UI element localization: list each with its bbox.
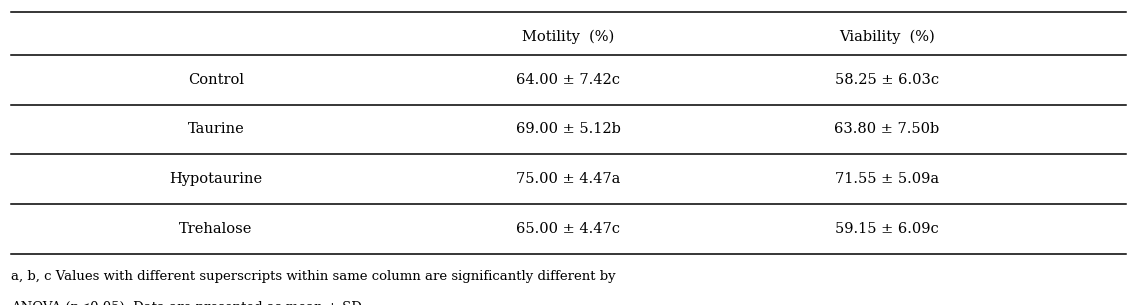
Text: 65.00 ± 4.47c: 65.00 ± 4.47c [516, 222, 621, 236]
Text: 63.80 ± 7.50b: 63.80 ± 7.50b [835, 123, 939, 136]
Text: ANOVA (p<0.05). Data are presented as mean ± SD.: ANOVA (p<0.05). Data are presented as me… [11, 301, 366, 305]
Text: a, b, c Values with different superscripts within same column are significantly : a, b, c Values with different superscrip… [11, 270, 616, 283]
Text: 71.55 ± 5.09a: 71.55 ± 5.09a [835, 172, 939, 186]
Text: 59.15 ± 6.09c: 59.15 ± 6.09c [835, 222, 939, 236]
Text: Control: Control [188, 73, 244, 87]
Text: Motility  (%): Motility (%) [522, 29, 615, 44]
Text: 75.00 ± 4.47a: 75.00 ± 4.47a [516, 172, 621, 186]
Text: Trehalose: Trehalose [180, 222, 252, 236]
Text: Viability  (%): Viability (%) [839, 29, 935, 44]
Text: 64.00 ± 7.42c: 64.00 ± 7.42c [516, 73, 621, 87]
Text: 69.00 ± 5.12b: 69.00 ± 5.12b [516, 123, 621, 136]
Text: Hypotaurine: Hypotaurine [169, 172, 263, 186]
Text: 58.25 ± 6.03c: 58.25 ± 6.03c [835, 73, 939, 87]
Text: Taurine: Taurine [188, 123, 244, 136]
